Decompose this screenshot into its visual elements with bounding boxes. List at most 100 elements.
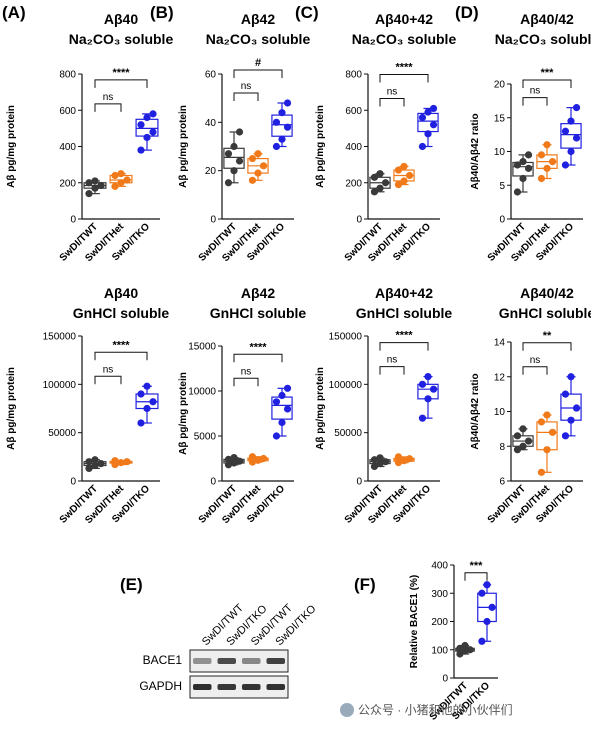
data-point — [418, 113, 427, 122]
data-point — [543, 411, 551, 419]
data-point — [405, 455, 414, 463]
panel-title: Aβ40 — [104, 11, 138, 27]
data-point — [376, 170, 384, 178]
significance-bracket — [464, 572, 488, 581]
western-blot-panel: (E)SwDI/TWTSwDI/TKOSwDI/TWTSwDI/TKOBACE1… — [120, 575, 319, 699]
data-point — [418, 380, 427, 388]
significance-bracket — [522, 97, 548, 106]
data-point — [137, 419, 145, 427]
data-point — [400, 457, 408, 465]
y-tick-label: 50000 — [48, 428, 76, 439]
y-tick-label: 5000 — [194, 432, 217, 443]
data-point — [418, 142, 427, 151]
data-point — [543, 164, 551, 172]
y-tick-label: 0 — [499, 215, 505, 226]
panel-title: Aβ40/42 — [520, 11, 574, 27]
data-point — [235, 128, 244, 136]
data-point — [478, 637, 486, 645]
panel-title: GnHCl soluble — [356, 305, 453, 321]
data-point — [561, 161, 570, 169]
data-point — [466, 646, 474, 654]
significance-label: ns — [241, 366, 252, 377]
data-point — [259, 162, 268, 170]
significance-label: **** — [395, 61, 413, 73]
significance-bracket — [94, 79, 148, 88]
data-point — [572, 404, 581, 412]
data-point — [567, 373, 575, 381]
box-0 — [223, 128, 245, 187]
panel-title: Aβ40+42 — [375, 11, 433, 27]
watermark: 公众号 · 小猪和他的小伙伴们 — [340, 702, 513, 717]
y-axis-label: Aβ pg/mg protein — [315, 367, 326, 450]
significance-label: ns — [530, 355, 541, 366]
data-point — [143, 404, 151, 413]
data-point — [567, 147, 575, 156]
y-tick-label: 15 — [494, 113, 506, 124]
box-0 — [512, 151, 534, 196]
data-point — [461, 641, 469, 650]
data-point — [224, 150, 233, 158]
y-tick-label: 0 — [70, 477, 76, 488]
box-1 — [247, 453, 269, 466]
y-tick-label: 15000 — [188, 342, 216, 353]
data-point — [283, 405, 292, 413]
panel-title: GnHCl soluble — [73, 305, 170, 321]
y-tick-label: 200 — [345, 178, 362, 189]
panel-letter: (F) — [354, 575, 376, 594]
blot-row-label: GAPDH — [139, 679, 182, 693]
y-tick-label: 14 — [494, 338, 506, 349]
data-point — [543, 141, 551, 149]
significance-bracket — [94, 375, 122, 385]
y-tick-label: 300 — [431, 589, 448, 600]
box-0 — [455, 641, 475, 658]
box-1 — [109, 170, 133, 190]
data-point — [572, 134, 581, 142]
data-point — [259, 454, 268, 463]
data-point — [111, 171, 119, 180]
data-point — [230, 167, 238, 175]
data-point — [224, 179, 233, 187]
data-point — [418, 414, 427, 422]
data-point — [272, 118, 281, 126]
data-point — [370, 173, 379, 181]
data-point — [224, 455, 233, 463]
panel-title: GnHCl soluble — [499, 305, 591, 321]
data-point — [370, 462, 379, 471]
significance-bracket — [94, 351, 148, 361]
data-point — [513, 432, 522, 440]
data-point — [381, 179, 390, 187]
data-point — [254, 169, 262, 177]
data-point — [149, 128, 157, 136]
data-point — [117, 170, 125, 178]
data-point — [567, 416, 575, 424]
significance-label: ns — [387, 86, 398, 97]
data-point — [483, 581, 491, 589]
data-point — [278, 418, 286, 427]
y-tick-label: 200 — [431, 617, 448, 628]
data-point — [567, 117, 575, 125]
data-point — [85, 179, 93, 187]
data-point — [224, 461, 233, 469]
significance-label: **** — [112, 67, 130, 79]
data-point — [85, 464, 93, 473]
y-tick-label: 0 — [442, 674, 448, 685]
data-point — [519, 158, 527, 166]
y-axis-label: Aβ40/Aβ42 ratio — [470, 113, 481, 189]
y-axis-label: Aβ pg/mg protein — [6, 367, 17, 450]
y-tick-label: 5 — [499, 181, 505, 192]
data-point — [548, 158, 557, 166]
significance-label: **** — [249, 341, 267, 353]
panel-letter: (B) — [150, 3, 174, 22]
data-point — [537, 418, 546, 426]
panel-letter: (D) — [455, 3, 479, 22]
data-point — [143, 382, 151, 390]
data-point — [513, 161, 522, 169]
y-axis-label: Aβ pg/mg protein — [178, 105, 189, 188]
significance-label: # — [255, 57, 261, 69]
data-point — [283, 384, 292, 392]
box-1 — [393, 453, 415, 467]
data-point — [123, 458, 131, 466]
y-tick-label: 0 — [356, 477, 362, 488]
data-point — [248, 458, 257, 466]
data-point — [117, 459, 125, 467]
